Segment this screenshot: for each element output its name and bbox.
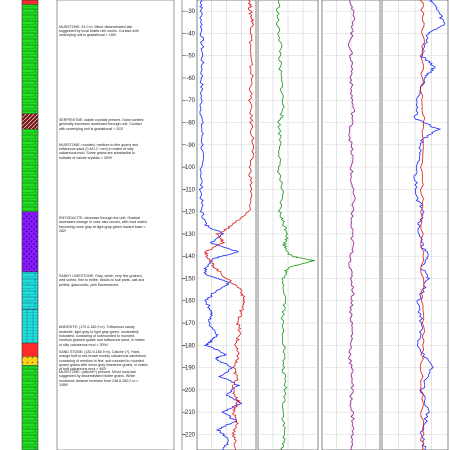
lith-pattern-mudstone-2	[22, 129, 38, 212]
description-frame	[56, 0, 175, 450]
unit-description: SAND STONE: (182.9-185.9 m). Caliche (?)…	[59, 349, 148, 372]
depth-tick-label: -140	[183, 254, 196, 260]
depth-tick-label: -30	[186, 9, 195, 15]
lithology-column	[21, 0, 175, 450]
unit-description: ANDESITE: (170.0-182.9 m). Tuffaceous sa…	[59, 325, 145, 347]
lith-frame	[21, 0, 39, 450]
curve-track-1-1	[204, 0, 255, 450]
depth-tick-label: -170	[183, 321, 196, 327]
depth-tick-label: -40	[186, 31, 195, 37]
lith-pattern-serpentine	[22, 113, 38, 130]
log-curves	[198, 0, 446, 450]
unit-description: MUDSTONE: 51.0 m. Minor disseminated ash…	[59, 24, 139, 38]
depth-tick-label: -100	[183, 165, 196, 171]
unit-description: RHYODACITE: decrease through the unit. G…	[59, 216, 148, 234]
depth-tick-label: -130	[183, 232, 196, 238]
lith-pattern-limestone	[22, 271, 38, 310]
depth-tick-label: -210	[183, 410, 196, 416]
curve-track-4-4	[413, 0, 446, 450]
unit-description: SERPENTINE: calcite crystals present. Sa…	[59, 118, 144, 131]
lith-unit-sand-red	[22, 343, 38, 357]
depth-tick-label: -220	[183, 432, 196, 438]
depth-tick-label: -80	[186, 121, 195, 127]
depth-tick-label: -110	[183, 187, 195, 193]
depth-tick-label: -200	[183, 388, 196, 394]
track-grids	[196, 0, 449, 450]
lith-pattern-rhyodacite	[22, 211, 38, 272]
depth-tick-label: -50	[186, 54, 195, 60]
depth-tick-label: -120	[183, 210, 196, 216]
lith-pattern-sand-yellow	[22, 356, 38, 366]
curve-track-3-3	[348, 0, 356, 450]
depth-tick-label: -60	[186, 76, 195, 82]
depth-tick-label: -70	[186, 98, 195, 104]
lith-pattern-mudstone-3	[22, 365, 38, 450]
lith-unit-surface	[22, 0, 38, 5]
depth-tick-label: -180	[183, 343, 196, 349]
lith-pattern-mudstone-1	[22, 4, 38, 114]
depth-tick-label: -190	[183, 366, 196, 372]
depth-tick-label: -150	[183, 276, 196, 282]
unit-description: SANDY LIMESTONE: Gray, white, very fine …	[59, 274, 145, 287]
depth-tick-label: -160	[183, 299, 196, 305]
lith-pattern-andesite	[22, 309, 38, 344]
unit-description: MUDSTONE: (caliche?) present. Minor loca…	[59, 369, 139, 388]
curve-track-4-5	[419, 0, 426, 450]
depth-tick-label: -90	[186, 143, 195, 149]
depth-axis: -30 -40 -50 -60 -70 -80 -90 -100 -110 -120 -130 -14…	[181, 0, 196, 450]
curve-track-1-0	[198, 0, 243, 450]
curve-track-2-2	[275, 0, 315, 450]
unit-description: MUDSTONE: rounded, medium to fine quartz…	[59, 142, 139, 160]
